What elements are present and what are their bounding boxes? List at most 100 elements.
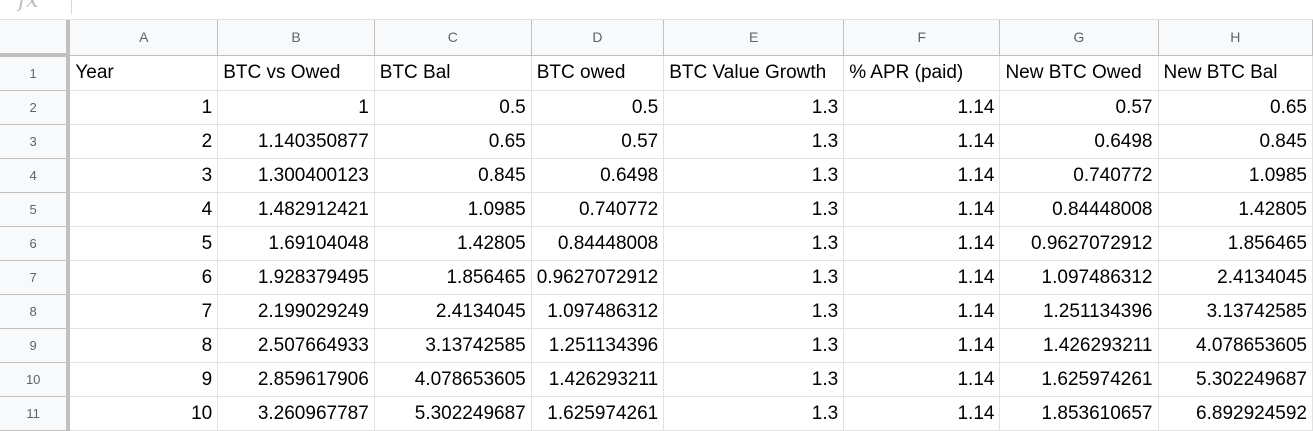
row-header[interactable]: 8 [0,294,71,329]
header-cell[interactable]: % APR (paid) [843,55,1001,91]
cell[interactable]: 0.845 [1158,124,1313,159]
cell[interactable]: 0.65 [374,124,532,159]
cell[interactable]: 0.5 [374,90,532,125]
cell[interactable]: 1.14 [843,362,1001,397]
cell[interactable]: 1.251134396 [531,328,665,363]
column-header-a[interactable]: A [68,20,219,56]
cell[interactable]: 1.3 [663,362,845,397]
cell[interactable]: 10 [68,396,219,431]
cell[interactable]: 1.3 [663,124,845,159]
row-header[interactable]: 6 [0,226,71,261]
cell[interactable]: 1.251134396 [999,294,1159,329]
cell[interactable]: 1.3 [663,328,845,363]
formula-bar[interactable]: fx [0,0,1313,20]
cell[interactable]: 1.097486312 [999,260,1159,295]
cell[interactable]: 0.740772 [531,192,665,227]
cell[interactable]: 0.6498 [999,124,1159,159]
column-header-g[interactable]: G [999,20,1159,56]
select-all-corner[interactable] [0,20,71,57]
row-header[interactable]: 7 [0,260,71,295]
cell[interactable]: 2.859617906 [217,362,375,397]
header-cell[interactable]: New BTC Owed [999,55,1159,91]
cell[interactable]: 1.3 [663,396,845,431]
row-header[interactable]: 4 [0,158,71,193]
row-header[interactable]: 3 [0,124,71,159]
row-header[interactable]: 2 [0,90,71,125]
column-header-f[interactable]: F [843,20,1001,56]
row-header[interactable]: 1 [0,55,71,91]
cell[interactable]: 0.9627072912 [999,226,1159,261]
cell[interactable]: 3 [68,158,219,193]
cell[interactable]: 1.42805 [1158,192,1313,227]
cell[interactable]: 0.845 [374,158,532,193]
cell[interactable]: 1.3 [663,294,845,329]
cell[interactable]: 4.078653605 [374,362,532,397]
header-cell[interactable]: BTC owed [531,55,665,91]
cell[interactable]: 3.13742585 [1158,294,1313,329]
cell[interactable]: 0.65 [1158,90,1313,125]
cell[interactable]: 1.14 [843,328,1001,363]
column-header-d[interactable]: D [531,20,665,56]
cell[interactable]: 1.853610657 [999,396,1159,431]
cell[interactable]: 0.84448008 [999,192,1159,227]
cell[interactable]: 5 [68,226,219,261]
cell[interactable]: 1.140350877 [217,124,375,159]
cell[interactable]: 0.740772 [999,158,1159,193]
cell[interactable]: 1.928379495 [217,260,375,295]
cell[interactable]: 1.0985 [1158,158,1313,193]
row-header[interactable]: 5 [0,192,71,227]
cell[interactable]: 1 [217,90,375,125]
cell[interactable]: 8 [68,328,219,363]
cell[interactable]: 1.3 [663,158,845,193]
header-cell[interactable]: New BTC Bal [1158,55,1313,91]
column-header-c[interactable]: C [374,20,532,56]
cell[interactable]: 2.4134045 [374,294,532,329]
cell[interactable]: 5.302249687 [374,396,532,431]
cell[interactable]: 7 [68,294,219,329]
cell[interactable]: 3.260967787 [217,396,375,431]
cell[interactable]: 3.13742585 [374,328,532,363]
cell[interactable]: 2.4134045 [1158,260,1313,295]
cell[interactable]: 1.426293211 [999,328,1159,363]
cell[interactable]: 1.3 [663,192,845,227]
column-header-h[interactable]: H [1158,20,1313,56]
header-cell[interactable]: BTC vs Owed [217,55,375,91]
cell[interactable]: 4 [68,192,219,227]
cell[interactable]: 6.892924592 [1158,396,1313,431]
row-header[interactable]: 9 [0,328,71,363]
cell[interactable]: 1.0985 [374,192,532,227]
cell[interactable]: 2 [68,124,219,159]
column-header-b[interactable]: B [217,20,375,56]
cell[interactable]: 1.69104048 [217,226,375,261]
cell[interactable]: 1.42805 [374,226,532,261]
header-cell[interactable]: BTC Bal [374,55,532,91]
cell[interactable]: 1.14 [843,260,1001,295]
cell[interactable]: 9 [68,362,219,397]
cell[interactable]: 1.14 [843,396,1001,431]
cell[interactable]: 0.57 [999,90,1159,125]
cell[interactable]: 5.302249687 [1158,362,1313,397]
cell[interactable]: 1.856465 [1158,226,1313,261]
cell[interactable]: 0.84448008 [531,226,665,261]
header-cell[interactable]: BTC Value Growth [663,55,845,91]
cell[interactable]: 1.097486312 [531,294,665,329]
cell[interactable]: 1.856465 [374,260,532,295]
row-header[interactable]: 10 [0,362,71,397]
cell[interactable]: 0.6498 [531,158,665,193]
cell[interactable]: 1.14 [843,192,1001,227]
cell[interactable]: 1.625974261 [999,362,1159,397]
cell[interactable]: 0.9627072912 [531,260,665,295]
cell[interactable]: 1 [68,90,219,125]
cell[interactable]: 1.3 [663,90,845,125]
cell[interactable]: 1.3 [663,260,845,295]
cell[interactable]: 0.57 [531,124,665,159]
cell[interactable]: 1.3 [663,226,845,261]
cell[interactable]: 0.5 [531,90,665,125]
row-header[interactable]: 11 [0,396,71,431]
header-cell[interactable]: Year [68,55,219,91]
cell[interactable]: 1.14 [843,294,1001,329]
cell[interactable]: 4.078653605 [1158,328,1313,363]
cell[interactable]: 1.300400123 [217,158,375,193]
cell[interactable]: 1.625974261 [531,396,665,431]
cell[interactable]: 1.14 [843,90,1001,125]
